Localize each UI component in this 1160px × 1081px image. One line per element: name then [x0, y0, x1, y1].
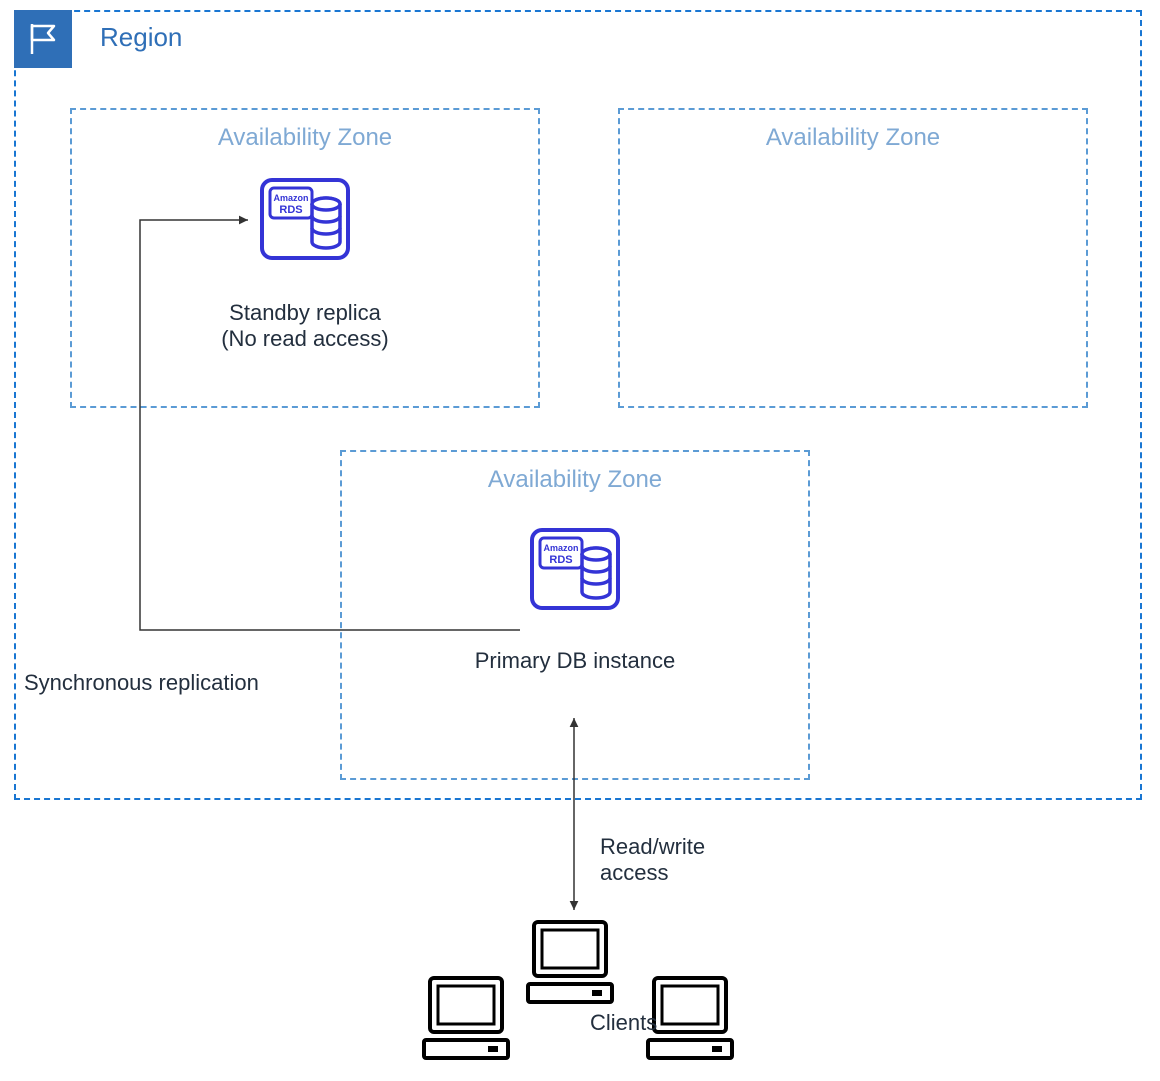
client-icon-left — [416, 974, 516, 1062]
rw-line1: Read/write — [600, 834, 705, 860]
availability-zone-2: Availability Zone — [618, 108, 1088, 408]
svg-text:Amazon: Amazon — [543, 543, 578, 553]
rds-standby-icon: Amazon RDS — [260, 178, 350, 260]
rds-primary-icon: Amazon RDS — [530, 528, 620, 610]
diagram-canvas: Region Availability Zone Availability Zo… — [0, 0, 1160, 1081]
readwrite-label: Read/write access — [600, 834, 705, 886]
standby-label: Standby replica (No read access) — [180, 300, 430, 352]
az1-title: Availability Zone — [72, 124, 538, 152]
primary-label: Primary DB instance — [460, 648, 690, 674]
svg-text:Amazon: Amazon — [273, 193, 308, 203]
rw-line2: access — [600, 860, 705, 886]
az3-title: Availability Zone — [342, 466, 808, 494]
region-flag-icon — [14, 10, 72, 68]
svg-text:RDS: RDS — [279, 204, 302, 216]
sync-replication-label: Synchronous replication — [24, 670, 259, 696]
client-icon-top — [520, 918, 620, 1006]
clients-label: Clients — [590, 1010, 657, 1036]
primary-label-text: Primary DB instance — [460, 648, 690, 674]
az2-title: Availability Zone — [620, 124, 1086, 152]
standby-label-line2: (No read access) — [180, 326, 430, 352]
region-title: Region — [100, 22, 182, 53]
availability-zone-3: Availability Zone — [340, 450, 810, 780]
standby-label-line1: Standby replica — [180, 300, 430, 326]
svg-text:RDS: RDS — [549, 554, 572, 566]
